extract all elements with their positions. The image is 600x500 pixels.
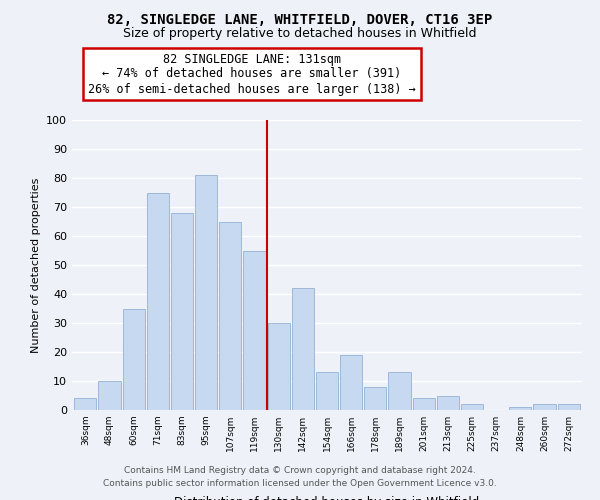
Bar <box>171 213 193 410</box>
Bar <box>437 396 459 410</box>
Bar <box>461 404 483 410</box>
Bar <box>122 308 145 410</box>
Text: Contains HM Land Registry data © Crown copyright and database right 2024.
Contai: Contains HM Land Registry data © Crown c… <box>103 466 497 487</box>
Bar <box>146 192 169 410</box>
Bar <box>509 407 532 410</box>
X-axis label: Distribution of detached houses by size in Whitfield: Distribution of detached houses by size … <box>175 496 479 500</box>
Bar <box>219 222 241 410</box>
Bar <box>557 404 580 410</box>
Bar <box>316 372 338 410</box>
Text: 82, SINGLEDGE LANE, WHITFIELD, DOVER, CT16 3EP: 82, SINGLEDGE LANE, WHITFIELD, DOVER, CT… <box>107 12 493 26</box>
Bar <box>364 387 386 410</box>
Bar <box>413 398 435 410</box>
Bar <box>340 355 362 410</box>
Bar <box>268 323 290 410</box>
Bar <box>98 381 121 410</box>
Y-axis label: Number of detached properties: Number of detached properties <box>31 178 41 352</box>
Bar <box>195 175 217 410</box>
Text: Size of property relative to detached houses in Whitfield: Size of property relative to detached ho… <box>123 28 477 40</box>
Bar <box>74 398 97 410</box>
Bar <box>533 404 556 410</box>
Bar <box>244 250 266 410</box>
Bar <box>292 288 314 410</box>
Bar <box>388 372 410 410</box>
Text: 82 SINGLEDGE LANE: 131sqm
← 74% of detached houses are smaller (391)
26% of semi: 82 SINGLEDGE LANE: 131sqm ← 74% of detac… <box>88 52 416 96</box>
